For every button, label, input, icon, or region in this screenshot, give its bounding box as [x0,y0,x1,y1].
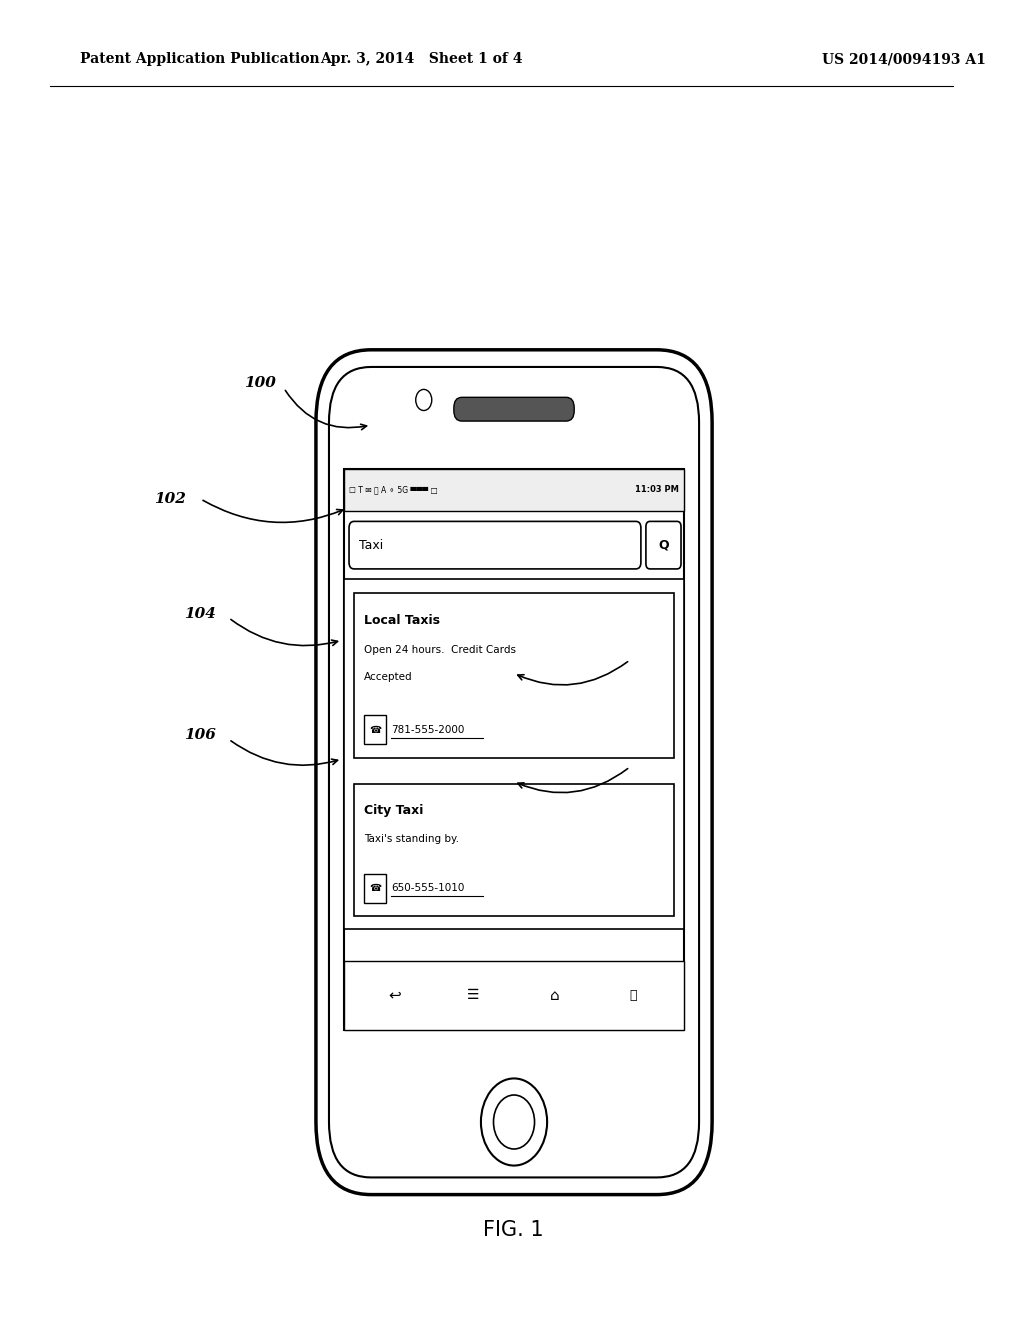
Bar [344,469,684,511]
Bar [344,961,684,1030]
Text: 11:03 PM: 11:03 PM [635,486,679,494]
Text: Q: Q [658,539,669,552]
Text: 100: 100 [244,376,275,389]
Bar [365,874,386,903]
Text: Local Taxis: Local Taxis [365,614,440,627]
Text: ☐ T ✉ ⌖ A ⚬ 5G ▀▀▀ □: ☐ T ✉ ⌖ A ⚬ 5G ▀▀▀ □ [349,486,438,494]
Text: ↩: ↩ [389,987,401,1003]
Text: Open 24 hours.  Credit Cards: Open 24 hours. Credit Cards [365,645,516,656]
Bar [344,469,684,511]
Text: Accepted: Accepted [365,672,413,682]
Text: 🔍: 🔍 [630,989,637,1002]
Text: ☎: ☎ [369,725,381,735]
Text: ☰: ☰ [467,989,479,1002]
Text: US 2014/0094193 A1: US 2014/0094193 A1 [822,53,986,66]
Text: ⌂: ⌂ [550,987,560,1003]
Circle shape [416,389,432,411]
Text: Taxi: Taxi [359,539,383,552]
Text: 781-555-2000: 781-555-2000 [391,725,465,735]
Text: 102: 102 [154,492,185,506]
FancyBboxPatch shape [349,521,641,569]
Text: 110: 110 [637,756,669,770]
Text: 108: 108 [637,651,669,664]
Text: Apr. 3, 2014   Sheet 1 of 4: Apr. 3, 2014 Sheet 1 of 4 [319,53,522,66]
Bar [344,579,684,929]
Text: 106: 106 [183,729,216,742]
Text: City Taxi: City Taxi [365,804,424,817]
FancyBboxPatch shape [454,397,574,421]
Bar [354,593,674,758]
Text: Taxi's standing by.: Taxi's standing by. [365,834,459,845]
Text: Patent Application Publication: Patent Application Publication [80,53,319,66]
FancyBboxPatch shape [646,521,681,569]
FancyBboxPatch shape [316,350,712,1195]
Circle shape [481,1078,547,1166]
Text: 650-555-1010: 650-555-1010 [391,883,465,894]
Bar [354,784,674,916]
Text: ☎: ☎ [369,883,381,894]
Text: 104: 104 [183,607,216,620]
Bar [344,469,684,1030]
Circle shape [494,1096,535,1148]
FancyBboxPatch shape [329,367,699,1177]
Bar [365,715,386,744]
Text: FIG. 1: FIG. 1 [483,1220,544,1241]
